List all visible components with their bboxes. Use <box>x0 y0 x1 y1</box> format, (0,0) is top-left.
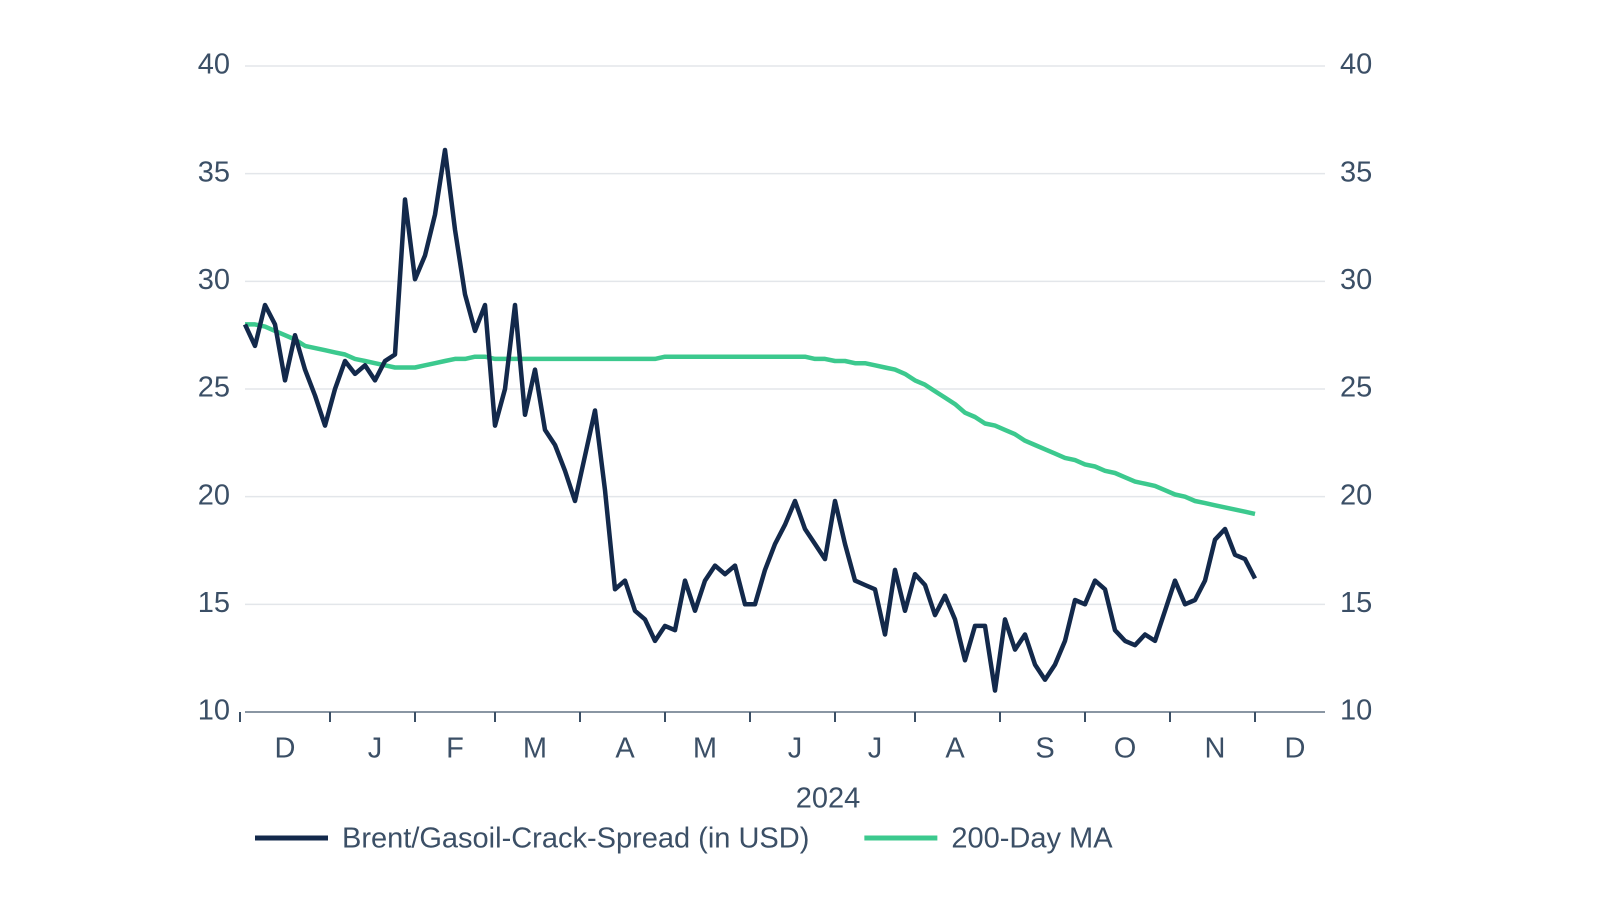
y2-tick-label: 30 <box>1340 264 1372 296</box>
y-tick-label: 10 <box>198 695 230 727</box>
x-tick-label: D <box>1285 733 1306 765</box>
legend-label: 200-Day MA <box>951 823 1113 855</box>
x-tick-label: A <box>945 733 965 765</box>
x-tick-label: J <box>868 733 883 765</box>
y-tick-label: 30 <box>198 264 230 296</box>
y2-tick-label: 40 <box>1340 49 1372 81</box>
y-tick-label: 35 <box>198 156 230 188</box>
x-tick-label: O <box>1114 733 1137 765</box>
x-tick-label: A <box>615 733 635 765</box>
y2-tick-label: 25 <box>1340 372 1372 404</box>
y2-tick-label: 20 <box>1340 479 1372 511</box>
x-tick-label: F <box>446 733 464 765</box>
y2-tick-label: 15 <box>1340 587 1372 619</box>
x-tick-label: J <box>368 733 383 765</box>
y-tick-label: 20 <box>198 479 230 511</box>
y2-tick-label: 35 <box>1340 156 1372 188</box>
x-axis-label: 2024 <box>796 783 861 815</box>
series-line <box>242 147 1257 693</box>
y-tick-label: 40 <box>198 49 230 81</box>
x-tick-label: M <box>523 733 547 765</box>
y2-tick-label: 10 <box>1340 695 1372 727</box>
x-tick-label: M <box>693 733 717 765</box>
x-tick-label: D <box>275 733 296 765</box>
y-tick-label: 15 <box>198 587 230 619</box>
x-tick-label: S <box>1035 733 1054 765</box>
series-line <box>245 322 1256 517</box>
legend-label: Brent/Gasoil-Crack-Spread (in USD) <box>342 823 809 855</box>
x-tick-label: N <box>1205 733 1226 765</box>
y-tick-label: 25 <box>198 372 230 404</box>
x-tick-label: J <box>788 733 803 765</box>
